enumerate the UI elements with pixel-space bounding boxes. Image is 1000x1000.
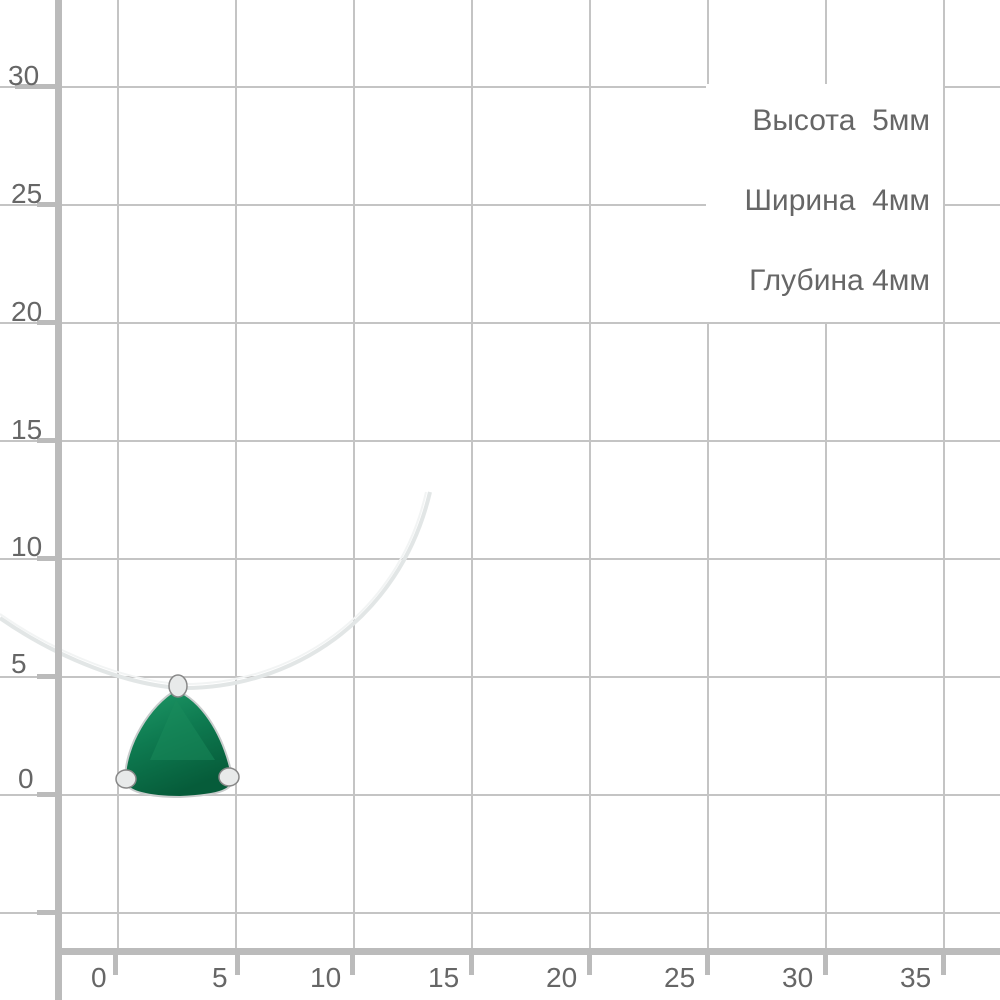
x-tick-label: 15 bbox=[428, 962, 460, 993]
x-tick bbox=[235, 955, 240, 975]
grid-line bbox=[707, 0, 709, 948]
y-tick bbox=[37, 556, 55, 561]
y-tick bbox=[37, 674, 55, 679]
spec-value: 4мм bbox=[872, 264, 930, 297]
grid-line bbox=[0, 322, 1000, 324]
y-axis bbox=[55, 0, 62, 1000]
prong bbox=[115, 769, 137, 789]
spec-value: 4мм bbox=[872, 184, 930, 217]
dimensions-panel: Высота 5мм Ширина 4мм Глубина 4мм bbox=[706, 84, 943, 322]
spec-value: 5мм bbox=[872, 104, 930, 137]
x-tick bbox=[113, 955, 118, 975]
grid-line bbox=[235, 0, 237, 948]
grid-line bbox=[589, 0, 591, 948]
x-tick bbox=[587, 955, 592, 975]
y-tick bbox=[37, 792, 55, 797]
grid-line bbox=[0, 440, 1000, 442]
y-tick-label: 0 bbox=[18, 763, 34, 794]
spec-label: Ширина bbox=[744, 184, 856, 217]
x-axis bbox=[55, 948, 1000, 955]
x-tick bbox=[469, 955, 474, 975]
grid-line bbox=[0, 912, 1000, 914]
x-tick bbox=[705, 955, 710, 975]
prong bbox=[168, 674, 188, 698]
y-tick bbox=[37, 320, 55, 325]
y-tick-label: 30 bbox=[8, 60, 40, 91]
spec-label: Глубина bbox=[749, 264, 864, 297]
x-tick-label: 30 bbox=[782, 962, 814, 993]
x-tick-label: 0 bbox=[91, 962, 107, 993]
y-tick-label: 10 bbox=[11, 531, 43, 562]
grid-line bbox=[353, 0, 355, 948]
x-tick bbox=[823, 955, 828, 975]
grid-line bbox=[0, 204, 1000, 206]
x-tick bbox=[941, 955, 946, 975]
y-tick-label: 5 bbox=[11, 648, 27, 679]
grid-line bbox=[117, 0, 119, 948]
grid-line bbox=[943, 0, 945, 948]
y-tick bbox=[37, 202, 55, 207]
x-tick bbox=[350, 955, 355, 975]
spec-depth: Глубина 4мм bbox=[749, 264, 930, 298]
y-tick bbox=[37, 910, 55, 915]
gem-facet bbox=[150, 700, 215, 760]
x-tick-label: 10 bbox=[310, 962, 342, 993]
x-tick-label: 5 bbox=[212, 962, 228, 993]
y-tick-label: 25 bbox=[11, 178, 43, 209]
y-tick bbox=[15, 84, 55, 89]
y-tick-label: 15 bbox=[11, 414, 43, 445]
prong bbox=[218, 767, 240, 787]
grid-line bbox=[0, 794, 1000, 796]
grid-line bbox=[471, 0, 473, 948]
spec-height: Высота 5мм bbox=[752, 104, 930, 138]
x-tick-label: 25 bbox=[664, 962, 696, 993]
grid-line bbox=[0, 676, 1000, 678]
fishing-line-edge bbox=[0, 491, 427, 686]
x-tick-label: 20 bbox=[546, 962, 578, 993]
fishing-line bbox=[0, 491, 432, 691]
grid-line bbox=[825, 0, 827, 948]
spec-label: Высота bbox=[752, 104, 856, 137]
x-tick-label: 35 bbox=[900, 962, 932, 993]
grid-line bbox=[0, 558, 1000, 560]
grid-line bbox=[0, 86, 1000, 88]
y-tick-label: 20 bbox=[11, 296, 43, 327]
y-tick bbox=[37, 438, 55, 443]
spec-width: Ширина 4мм bbox=[744, 184, 930, 218]
